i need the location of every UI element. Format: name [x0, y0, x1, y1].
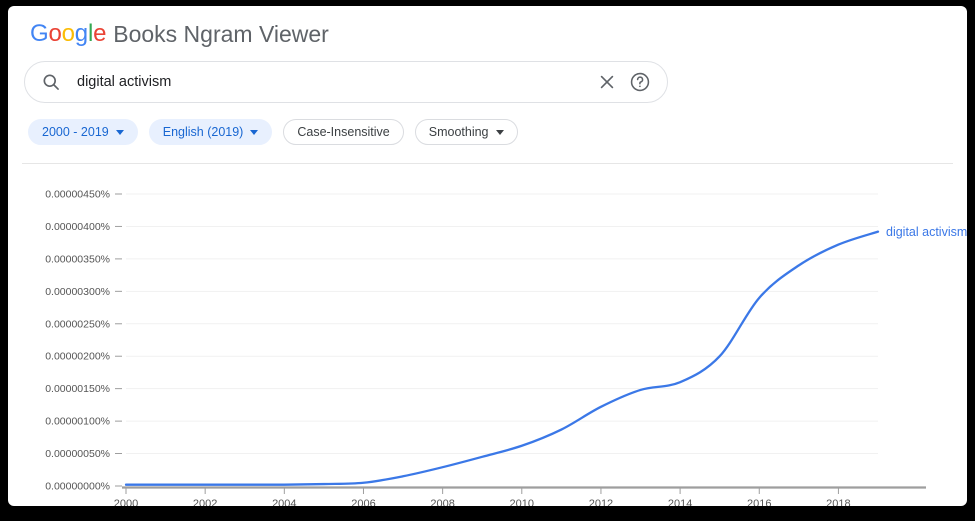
logo-letter-o1: o: [48, 20, 62, 47]
y-axis-tick-label: 0.00000300%: [45, 286, 110, 298]
chip-date-range[interactable]: 2000 - 2019: [28, 119, 138, 145]
ngram-chart[interactable]: 0.00000000% 0.00000050% 0.00000100% 0.00000…: [8, 166, 967, 507]
chip-corpus-label: English (2019): [162, 125, 244, 139]
chevron-down-icon: [495, 129, 504, 135]
logo-letter-e: e: [93, 20, 107, 47]
x-axis-tick-label: 2012: [589, 498, 613, 506]
x-axis-tick-label: 2008: [430, 498, 454, 506]
chip-smoothing[interactable]: Smoothing: [414, 119, 518, 145]
chevron-down-icon: [115, 129, 124, 135]
x-axis-tick-label: 2006: [351, 498, 375, 506]
series-label-1[interactable]: digital activism: [886, 225, 967, 239]
chip-date-range-label: 2000 - 2019: [42, 125, 109, 139]
x-axis-tick-label: 2000: [114, 498, 138, 506]
y-axis-tick-label: 0.00000050%: [45, 448, 110, 460]
search-bar[interactable]: [24, 61, 668, 103]
logo-letter-o2: o: [61, 20, 75, 47]
x-axis-tick-label: 2014: [668, 498, 692, 506]
y-axis-tick-label: 0.00000450%: [45, 189, 110, 201]
search-icon: [41, 72, 61, 92]
y-axis-tick-label: 0.00000100%: [45, 416, 110, 428]
x-axis-tick-label: 2002: [193, 498, 217, 506]
help-circle-icon[interactable]: [629, 71, 651, 93]
chip-case-insensitive-label: Case-Insensitive: [297, 125, 390, 139]
page-body: Google Books Ngram Viewer: [8, 6, 967, 506]
x-axis-tick-label: 2016: [747, 498, 771, 506]
chevron-down-icon: [250, 129, 259, 135]
y-axis-tick-label: 0.00000150%: [45, 383, 110, 395]
chip-corpus[interactable]: English (2019): [148, 119, 273, 145]
chip-smoothing-label: Smoothing: [428, 125, 489, 139]
search-input[interactable]: [75, 73, 597, 91]
chip-case-insensitive[interactable]: Case-Insensitive: [283, 119, 404, 145]
chart-canvas[interactable]: 0.00000000% 0.00000050% 0.00000100% 0.00000…: [8, 166, 967, 507]
logo-letter-g1: G: [30, 20, 49, 47]
google-logo: Google: [30, 20, 106, 48]
x-axis-tick-label: 2018: [826, 498, 850, 506]
series-line-1[interactable]: [124, 230, 880, 486]
filter-chips: 2000 - 2019 English (2019) Case-Insensit…: [28, 119, 518, 145]
x-axis-tick-label: 2004: [272, 498, 296, 506]
x-axis-tick-label: 2010: [510, 498, 534, 506]
y-axis-tick-label: 0.00000000%: [45, 481, 110, 493]
logo-letter-l: l: [87, 20, 94, 47]
page-title: Books Ngram Viewer: [113, 20, 329, 47]
y-axis-tick-label: 0.00000250%: [45, 318, 110, 330]
y-axis-tick-label: 0.00000350%: [45, 253, 110, 265]
y-axis-tick-label: 0.00000400%: [45, 221, 110, 233]
logo-letter-g2: g: [74, 20, 88, 47]
header-divider: [22, 163, 953, 164]
close-icon[interactable]: [597, 72, 617, 92]
app-header: Google Books Ngram Viewer: [30, 18, 329, 50]
y-axis-tick-label: 0.00000200%: [45, 351, 110, 363]
